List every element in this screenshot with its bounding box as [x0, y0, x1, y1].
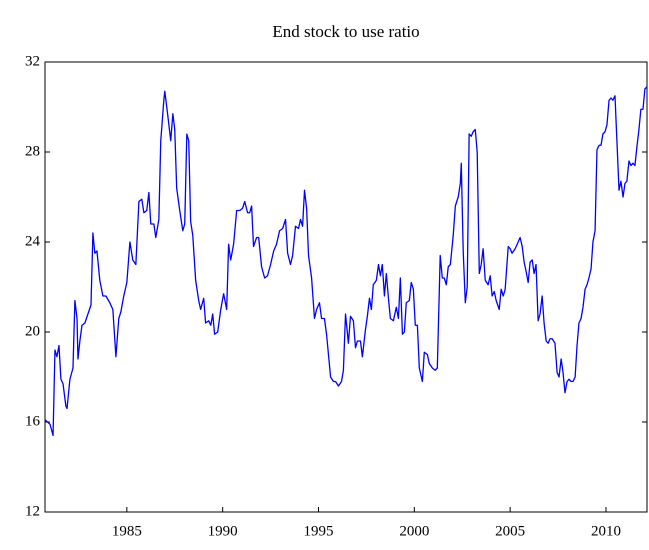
x-tick-label: 2000: [399, 523, 429, 539]
y-tick-label: 12: [25, 503, 40, 519]
y-tick-label: 20: [25, 323, 40, 339]
x-tick-label: 2010: [591, 523, 621, 539]
y-tick-label: 28: [25, 143, 40, 159]
y-tick-label: 24: [25, 233, 41, 249]
y-tick-label: 32: [25, 53, 40, 69]
chart-title: End stock to use ratio: [272, 22, 419, 41]
x-tick-label: 1995: [303, 523, 333, 539]
y-tick-label: 16: [25, 413, 41, 429]
x-tick-label: 1990: [208, 523, 238, 539]
data-line: [44, 86, 648, 437]
plot-frame: [44, 61, 648, 513]
x-tick-label: 2005: [495, 523, 525, 539]
x-tick-label: 1985: [112, 523, 142, 539]
